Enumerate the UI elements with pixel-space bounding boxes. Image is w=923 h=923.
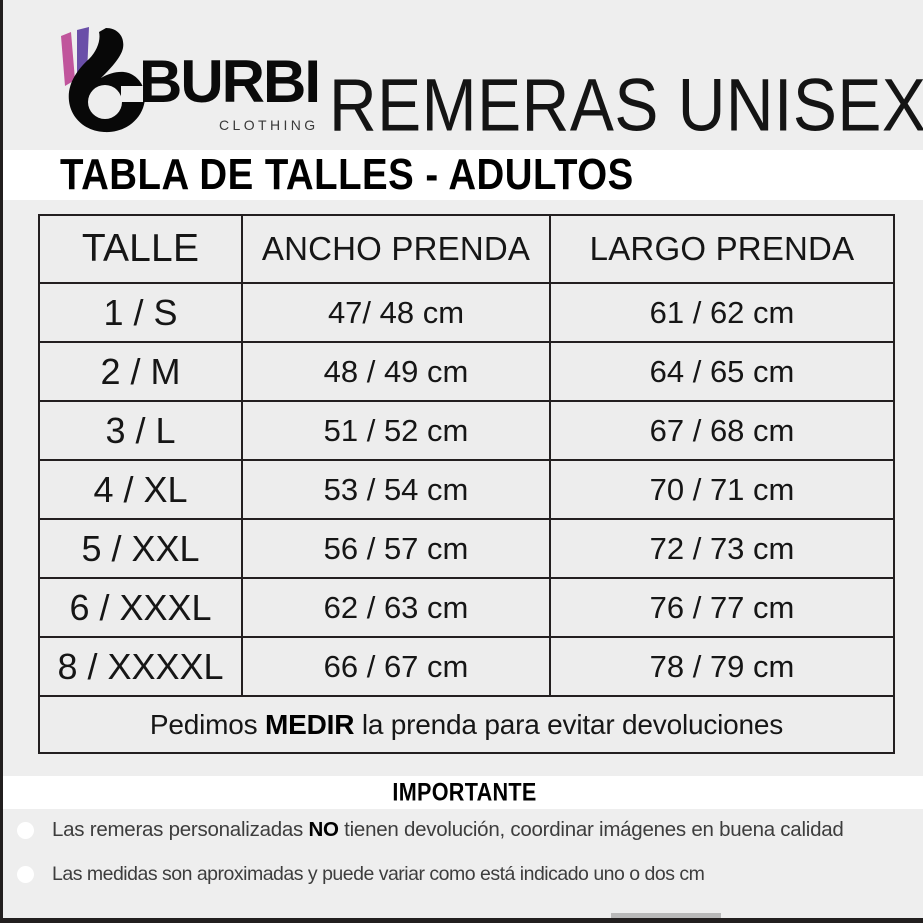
footer-suffix: la prenda para evitar devoluciones [354, 708, 784, 740]
size-table: TALLE ANCHO PRENDA LARGO PRENDA 1 / S 47… [38, 214, 895, 754]
page-title: REMERAS UNISEX [329, 63, 923, 147]
note-text: Las remeras personalizadas NO tienen dev… [52, 815, 844, 845]
cell-width: 51 / 52 cm [241, 400, 551, 461]
cell-width: 48 / 49 cm [241, 341, 551, 402]
cell-length: 72 / 73 cm [549, 518, 895, 579]
brand-subtitle: CLOTHING [219, 117, 319, 133]
bullet-icon [17, 866, 34, 883]
cell-length: 61 / 62 cm [549, 282, 895, 343]
table-row: 4 / XL 53 / 54 cm 70 / 71 cm [38, 459, 895, 520]
cell-length: 78 / 79 cm [549, 636, 895, 697]
cell-size: 6 / XXXL [38, 577, 243, 638]
cell-width: 62 / 63 cm [241, 577, 551, 638]
footer-strong: MEDIR [265, 708, 355, 740]
note-suffix: tienen devolución, coordinar imágenes en… [338, 818, 844, 841]
cell-width: 56 / 57 cm [241, 518, 551, 579]
note-text: Las medidas son aproximadas y puede vari… [52, 859, 705, 889]
table-row: 8 / XXXXL 66 / 67 cm 78 / 79 cm [38, 636, 895, 697]
table-footer-row: Pedimos MEDIR la prenda para evitar devo… [38, 695, 895, 754]
brand-wordmark: BURBI [139, 48, 321, 115]
column-header-largo: LARGO PRENDA [549, 214, 895, 284]
brand-logo: BURBI CLOTHING [51, 26, 321, 138]
title-band: TABLA DE TALLES - ADULTOS [3, 150, 923, 200]
cell-size: 4 / XL [38, 459, 243, 520]
page-header: BURBI CLOTHING REMERAS UNISEX [3, 0, 923, 150]
table-body: 1 / S 47/ 48 cm 61 / 62 cm 2 / M 48 / 49… [38, 282, 895, 697]
note-prefix: Las remeras personalizadas [52, 818, 309, 841]
cell-size: 1 / S [38, 282, 243, 343]
bullet-icon [17, 822, 34, 839]
burbi-6-mark-icon [51, 26, 151, 134]
table-row: 2 / M 48 / 49 cm 64 / 65 cm [38, 341, 895, 402]
table-row: 1 / S 47/ 48 cm 61 / 62 cm [38, 282, 895, 343]
footer-prefix: Pedimos [149, 708, 266, 740]
important-notes: Las remeras personalizadas NO tienen dev… [3, 815, 923, 903]
table-footer-note: Pedimos MEDIR la prenda para evitar devo… [38, 695, 895, 754]
table-row: 3 / L 51 / 52 cm 67 / 68 cm [38, 400, 895, 461]
cell-length: 64 / 65 cm [549, 341, 895, 402]
table-head: TALLE ANCHO PRENDA LARGO PRENDA [38, 214, 895, 284]
note-strong: NO [308, 818, 339, 841]
column-header-talle: TALLE [38, 214, 243, 284]
cell-size: 5 / XXL [38, 518, 243, 579]
cell-width: 53 / 54 cm [241, 459, 551, 520]
cell-length: 76 / 77 cm [549, 577, 895, 638]
cell-width: 47/ 48 cm [241, 282, 551, 343]
table-header-row: TALLE ANCHO PRENDA LARGO PRENDA [38, 214, 895, 284]
note-prefix: Las medidas son aproximadas y puede vari… [52, 863, 705, 885]
cell-length: 67 / 68 cm [549, 400, 895, 461]
table-row: 6 / XXXL 62 / 63 cm 76 / 77 cm [38, 577, 895, 638]
cell-size: 8 / XXXXL [38, 636, 243, 697]
bottom-accent-strip [611, 913, 721, 918]
cell-size: 3 / L [38, 400, 243, 461]
important-band: IMPORTANTE [3, 776, 923, 809]
list-item: Las remeras personalizadas NO tienen dev… [3, 815, 923, 845]
cell-length: 70 / 71 cm [549, 459, 895, 520]
list-item: Las medidas son aproximadas y puede vari… [3, 859, 923, 889]
cell-size: 2 / M [38, 341, 243, 402]
main-title: TABLA DE TALLES - ADULTOS [60, 151, 634, 199]
column-header-ancho: ANCHO PRENDA [241, 214, 551, 284]
important-title: IMPORTANTE [392, 777, 537, 807]
cell-width: 66 / 67 cm [241, 636, 551, 697]
table-foot: Pedimos MEDIR la prenda para evitar devo… [38, 695, 895, 754]
table-row: 5 / XXL 56 / 57 cm 72 / 73 cm [38, 518, 895, 579]
